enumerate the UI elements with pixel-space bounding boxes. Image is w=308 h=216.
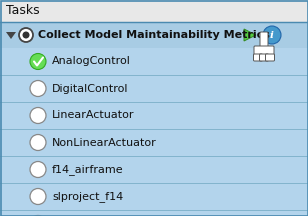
Text: AnalogControl: AnalogControl	[52, 57, 131, 67]
Text: DigitalControl: DigitalControl	[52, 84, 128, 94]
Circle shape	[30, 135, 46, 151]
Text: f14_airframe: f14_airframe	[52, 164, 124, 175]
Circle shape	[30, 108, 46, 124]
Bar	[0, 22, 308, 216]
Circle shape	[19, 28, 33, 42]
FancyBboxPatch shape	[260, 32, 268, 48]
Text: LinearActuator: LinearActuator	[52, 111, 135, 121]
Text: Collect Model Maintainability Metrics: Collect Model Maintainability Metrics	[38, 30, 270, 40]
Circle shape	[30, 54, 46, 70]
Bar	[0, 22, 308, 48]
Text: slproject_f14: slproject_f14	[52, 191, 123, 202]
FancyBboxPatch shape	[265, 54, 274, 61]
Text: NonLinearActuator: NonLinearActuator	[52, 138, 157, 148]
FancyBboxPatch shape	[254, 46, 274, 58]
Polygon shape	[244, 29, 256, 41]
Circle shape	[30, 189, 46, 205]
Circle shape	[22, 32, 30, 38]
Circle shape	[30, 162, 46, 178]
Text: i: i	[270, 30, 274, 40]
Bar	[0, 0, 308, 22]
FancyBboxPatch shape	[260, 54, 269, 61]
Circle shape	[30, 81, 46, 97]
Text: Tasks: Tasks	[6, 5, 40, 17]
FancyBboxPatch shape	[253, 54, 262, 61]
Circle shape	[263, 26, 281, 44]
Polygon shape	[6, 32, 16, 39]
